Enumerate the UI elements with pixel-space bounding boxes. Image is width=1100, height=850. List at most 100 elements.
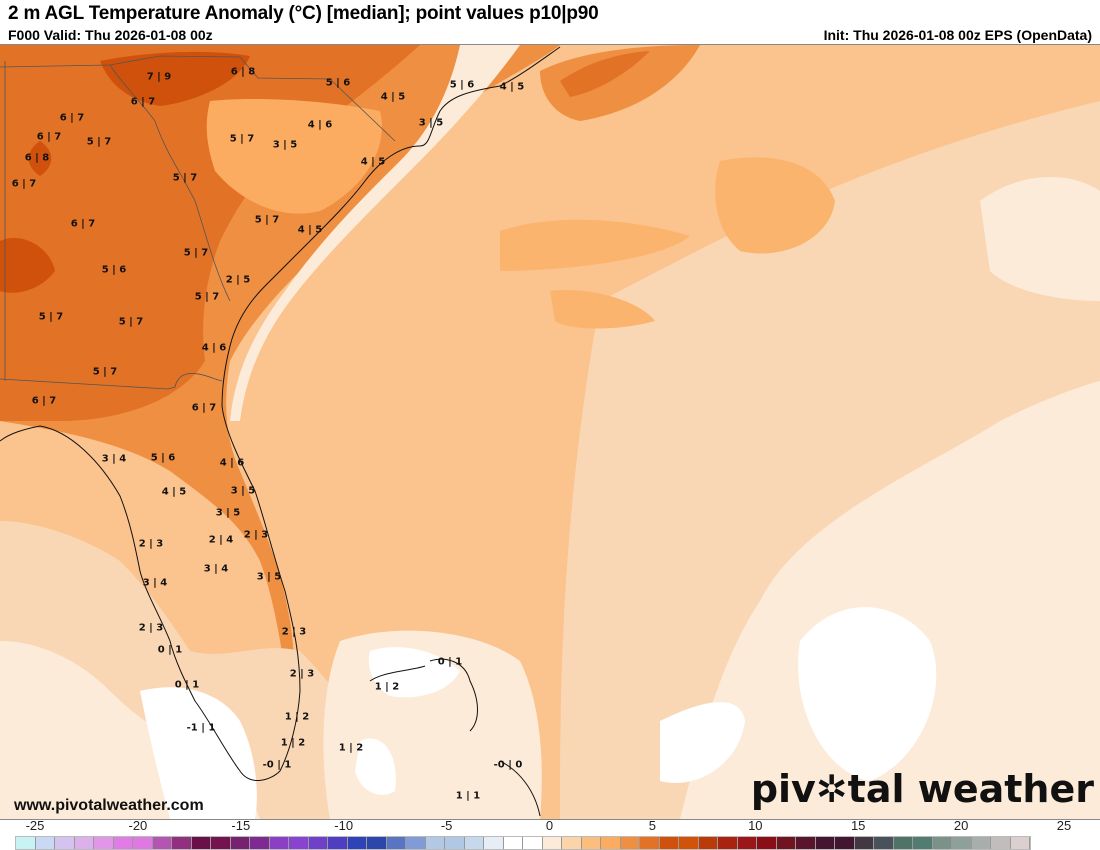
colorbar-cell bbox=[893, 837, 913, 849]
point-value: 5 | 7 bbox=[38, 311, 64, 323]
point-value: 4 | 6 bbox=[307, 119, 333, 131]
colorbar-cell bbox=[35, 837, 55, 849]
colorbar-cell bbox=[659, 837, 679, 849]
brand-text-start: piv bbox=[750, 767, 816, 811]
point-value: 2 | 5 bbox=[225, 274, 251, 286]
shade-ne-light bbox=[980, 177, 1100, 301]
init-time: Init: Thu 2026-01-08 00z EPS (OpenData) bbox=[823, 27, 1092, 43]
point-value: 5 | 6 bbox=[101, 264, 127, 276]
point-value: 2 | 3 bbox=[138, 622, 164, 634]
colorbar-tick-label: -15 bbox=[231, 818, 251, 833]
point-value: 5 | 7 bbox=[92, 366, 118, 378]
shade-land-warmest-2 bbox=[0, 237, 55, 293]
shade-white-patch-1 bbox=[798, 607, 937, 781]
colorbar-cell bbox=[698, 837, 718, 849]
point-value: -0 | 1 bbox=[262, 759, 292, 771]
shade-ocean-blob-3 bbox=[550, 290, 655, 329]
colorbar-cell bbox=[464, 837, 484, 849]
point-value: 3 | 5 bbox=[272, 139, 298, 151]
colorbar-cell bbox=[874, 837, 894, 849]
colorbar-cell bbox=[581, 837, 601, 849]
colorbar-cell bbox=[289, 837, 309, 849]
point-value: 0 | 1 bbox=[174, 679, 200, 691]
colorbar-cell bbox=[172, 837, 192, 849]
shade-ocean-blob-1 bbox=[715, 157, 835, 254]
point-value: 6 | 7 bbox=[130, 96, 156, 108]
colorbar-cell bbox=[367, 837, 387, 849]
colorbar-cell bbox=[55, 837, 75, 849]
point-value: 6 | 7 bbox=[11, 178, 37, 190]
colorbar-cell bbox=[971, 837, 991, 849]
point-value: 5 | 7 bbox=[86, 136, 112, 148]
point-value: 1 | 2 bbox=[338, 742, 364, 754]
point-value: 0 | 1 bbox=[157, 644, 183, 656]
point-value: 1 | 2 bbox=[374, 681, 400, 693]
point-value: 6 | 7 bbox=[70, 218, 96, 230]
brand-text-end: tal weather bbox=[847, 767, 1094, 811]
point-value: 4 | 6 bbox=[201, 342, 227, 354]
colorbar-cell bbox=[523, 837, 543, 849]
point-value: -1 | 1 bbox=[186, 722, 216, 734]
website-url[interactable]: www.pivotalweather.com bbox=[14, 797, 204, 814]
shade-coastal-light bbox=[230, 45, 520, 421]
shade-nc-offshore-warmer bbox=[560, 51, 650, 97]
colorbar-cell bbox=[328, 837, 348, 849]
point-value: 6 | 8 bbox=[24, 152, 50, 164]
point-value: 2 | 3 bbox=[281, 626, 307, 638]
point-value: 5 | 7 bbox=[172, 172, 198, 184]
point-value: 5 | 7 bbox=[118, 316, 144, 328]
shade-southeast-lighter bbox=[680, 381, 1100, 819]
colorbar-tick-label: 15 bbox=[850, 818, 866, 833]
colorbar-tick-label: -25 bbox=[25, 818, 45, 833]
colorbar-cell bbox=[601, 837, 621, 849]
temperature-anomaly-map[interactable]: 7 | 9 6 | 8 6 | 7 5 | 6 4 | 5 5 | 6 4 | 5 6 | 7… bbox=[0, 44, 1100, 820]
colorbar-cell bbox=[620, 837, 640, 849]
colorbar-cell bbox=[211, 837, 231, 849]
colorbar-cell bbox=[406, 837, 426, 849]
shade-land-warmest-1 bbox=[100, 51, 250, 106]
point-value: -0 | 0 bbox=[493, 759, 523, 771]
point-value: 5 | 6 bbox=[325, 77, 351, 89]
gear-icon: ✲ bbox=[815, 767, 848, 811]
shade-land-warmer bbox=[0, 45, 420, 421]
coastline bbox=[0, 46, 561, 781]
colorbar-cell bbox=[347, 837, 367, 849]
colorbar-tick-label: 0 bbox=[545, 818, 554, 833]
point-value: 4 | 5 bbox=[360, 156, 386, 168]
point-value: 3 | 4 bbox=[101, 453, 127, 465]
shade-sc-interior bbox=[206, 99, 382, 214]
point-value: 6 | 7 bbox=[31, 395, 57, 407]
shade-white-patch-2 bbox=[660, 702, 745, 783]
point-value: 5 | 6 bbox=[449, 79, 475, 91]
map-title: 2 m AGL Temperature Anomaly (°C) [median… bbox=[8, 3, 599, 24]
colorbar-cell bbox=[854, 837, 874, 849]
colorbar-cell bbox=[152, 837, 172, 849]
colorbar-cell bbox=[16, 837, 36, 849]
colorbar-tick-label: -10 bbox=[334, 818, 354, 833]
bahamas-coast-1 bbox=[429, 658, 478, 732]
point-value: 5 | 7 bbox=[194, 291, 220, 303]
bahamas-coast-3 bbox=[499, 760, 541, 817]
point-value: 2 | 4 bbox=[208, 534, 234, 546]
point-value: 4 | 5 bbox=[161, 486, 187, 498]
point-value: 2 | 3 bbox=[243, 529, 269, 541]
point-value: 3 | 5 bbox=[230, 485, 256, 497]
shade-land-warmest-3 bbox=[28, 141, 52, 176]
colorbar-cell bbox=[796, 837, 816, 849]
colorbar-cell bbox=[191, 837, 211, 849]
point-value: 3 | 5 bbox=[418, 117, 444, 129]
colorbar-cell bbox=[1010, 837, 1030, 849]
colorbar-cell bbox=[113, 837, 133, 849]
state-border-ga-sc bbox=[109, 64, 231, 302]
point-value: 5 | 7 bbox=[254, 214, 280, 226]
colorbar-cell bbox=[250, 837, 270, 849]
colorbar-cell bbox=[542, 837, 562, 849]
colorbar-cell bbox=[425, 837, 445, 849]
colorbar bbox=[15, 836, 1031, 850]
colorbar-cell bbox=[445, 837, 465, 849]
shade-nc-offshore-warm bbox=[540, 45, 700, 121]
point-value: 2 | 3 bbox=[138, 538, 164, 550]
shade-florida-white bbox=[140, 687, 257, 819]
colorbar-cell bbox=[640, 837, 660, 849]
colorbar-cell bbox=[503, 837, 523, 849]
